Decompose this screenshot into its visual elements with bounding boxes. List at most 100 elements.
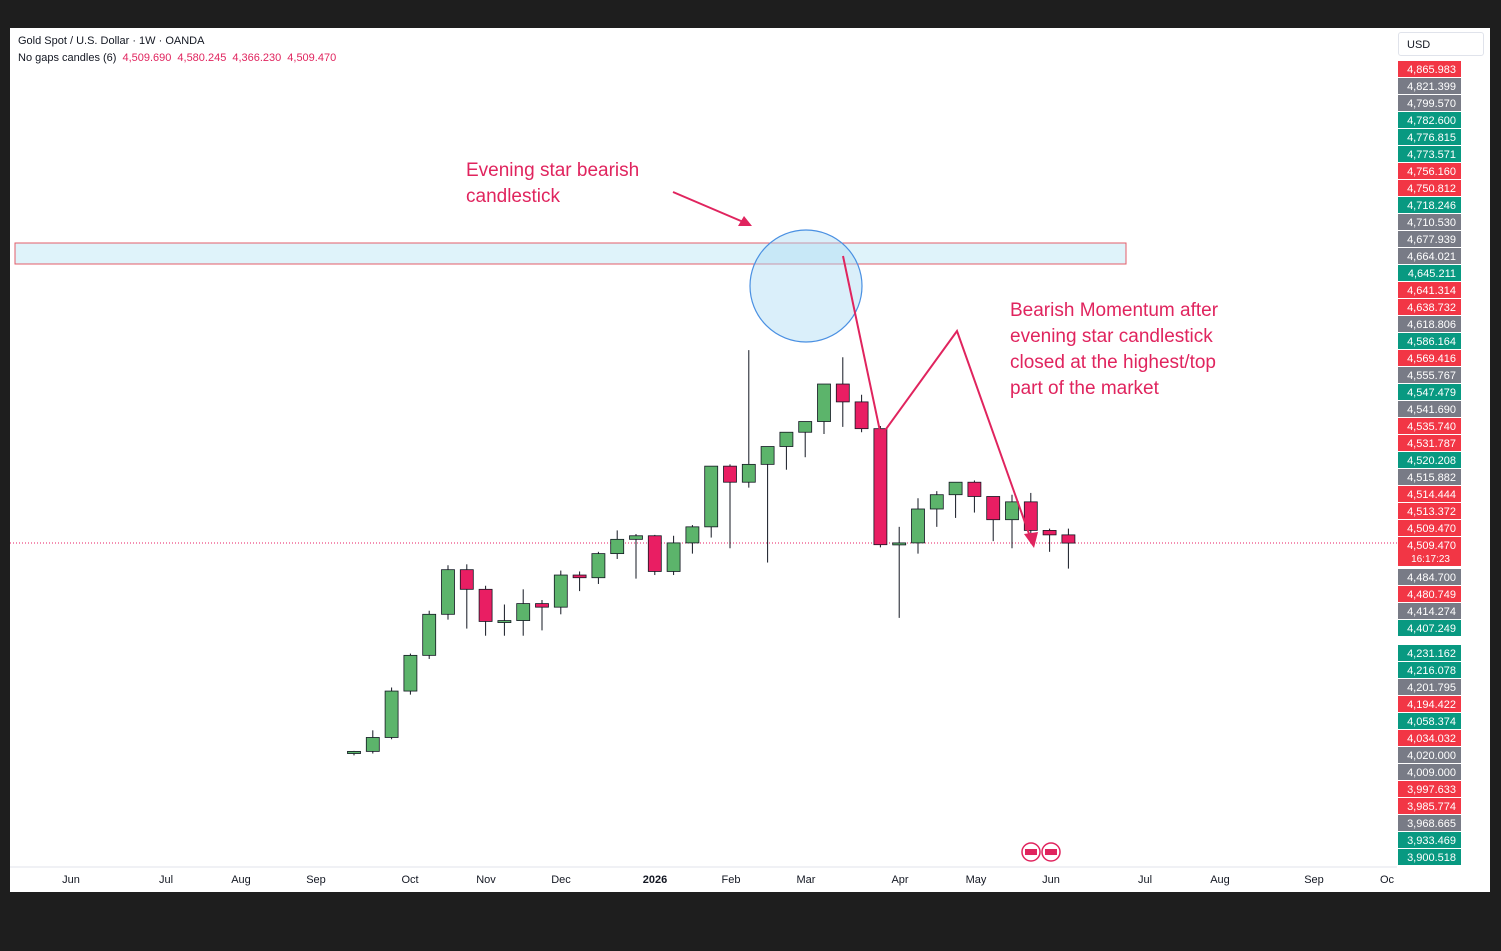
flag-icon bbox=[1025, 849, 1037, 855]
price-badge bbox=[1398, 248, 1461, 264]
price-badge-label: 4,586.164 bbox=[1407, 336, 1456, 348]
bearish-candle bbox=[1023, 501, 1038, 531]
bullish-candle bbox=[1005, 501, 1019, 521]
bullish-candle bbox=[441, 569, 455, 615]
pointer-arrow-head bbox=[738, 216, 752, 226]
price-badge-label: 4,718.246 bbox=[1407, 200, 1456, 212]
price-badge-label: 4,541.690 bbox=[1407, 404, 1456, 416]
bullish-candle bbox=[911, 508, 925, 544]
price-badge bbox=[1398, 713, 1461, 729]
price-badge-label: 4,638.732 bbox=[1407, 302, 1456, 314]
price-badge-label: 4,535.740 bbox=[1407, 421, 1456, 433]
price-badge bbox=[1398, 586, 1461, 602]
bullish-candle bbox=[629, 535, 643, 540]
price-badge-label: 4,407.249 bbox=[1407, 623, 1456, 635]
bearish-candle bbox=[854, 401, 869, 430]
bearish-candle bbox=[647, 535, 662, 572]
price-badge-label: 4,641.314 bbox=[1407, 285, 1456, 297]
time-axis-label: Jun bbox=[1042, 874, 1060, 886]
bearish-momentum-label: Bearish Momentum after bbox=[1010, 300, 1219, 321]
price-badge bbox=[1398, 112, 1461, 128]
currency-selector[interactable]: USD bbox=[1398, 32, 1484, 56]
bullish-candle bbox=[422, 613, 437, 656]
price-badge-label: 4,231.162 bbox=[1407, 648, 1456, 660]
resistance-zone bbox=[14, 242, 1127, 265]
price-badge-label: 4,618.806 bbox=[1407, 319, 1456, 331]
bullish-candle bbox=[817, 383, 831, 422]
price-badge-label: 4,020.000 bbox=[1407, 750, 1456, 762]
bullish-candle bbox=[365, 737, 380, 752]
price-badge-label: 4,509.470 bbox=[1407, 540, 1456, 552]
bearish-candle bbox=[873, 428, 888, 546]
price-badge-label: 4,782.600 bbox=[1407, 115, 1456, 127]
bullish-candle bbox=[516, 603, 531, 621]
time-axis-label: Oct bbox=[401, 874, 418, 886]
time-axis-label: Feb bbox=[722, 874, 741, 886]
time-axis-label: Mar bbox=[797, 874, 816, 886]
price-badge bbox=[1398, 603, 1461, 619]
price-badge bbox=[1398, 265, 1461, 281]
price-badge-label: 3,985.774 bbox=[1407, 801, 1456, 813]
price-badge-label: 4,216.078 bbox=[1407, 665, 1456, 677]
price-badge bbox=[1398, 214, 1461, 230]
bullish-candle bbox=[798, 421, 813, 433]
price-badge-label: 4,531.787 bbox=[1407, 438, 1456, 450]
bearish-candle bbox=[967, 481, 982, 497]
price-badge-label: 3,933.469 bbox=[1407, 835, 1456, 847]
time-axis-label: Apr bbox=[891, 874, 908, 886]
price-badge bbox=[1398, 333, 1461, 349]
price-badge-label: 4,194.422 bbox=[1407, 699, 1456, 711]
time-axis-label: Dec bbox=[551, 874, 571, 886]
price-badge bbox=[1398, 620, 1461, 636]
bullish-candle bbox=[666, 542, 681, 572]
price-badge-label: 4,773.571 bbox=[1407, 149, 1456, 161]
price-badge bbox=[1398, 696, 1461, 712]
price-badge-label: 4,776.815 bbox=[1407, 132, 1456, 144]
bearish-momentum-path bbox=[842, 255, 1034, 546]
indicator-low: 4,366.230 bbox=[232, 52, 282, 64]
price-badge bbox=[1398, 798, 1461, 814]
price-badge-label: 4,664.021 bbox=[1407, 251, 1456, 263]
bullish-candle bbox=[403, 654, 418, 692]
price-badge bbox=[1398, 849, 1461, 865]
price-badge bbox=[1398, 163, 1461, 179]
evening-star-label: Evening star bearish bbox=[466, 160, 639, 181]
price-badge-label: 4,414.274 bbox=[1407, 606, 1456, 618]
price-badge-label: 4,821.399 bbox=[1407, 81, 1456, 93]
bearish-candle bbox=[835, 383, 850, 403]
price-badge-label: 4,710.530 bbox=[1407, 217, 1456, 229]
time-axis-label: Sep bbox=[306, 874, 326, 886]
price-badge-label: 4,750.812 bbox=[1407, 183, 1456, 195]
price-badge-label: 4,514.444 bbox=[1407, 489, 1456, 501]
price-badge-label: 3,900.518 bbox=[1407, 852, 1456, 864]
price-badge-label: 4,677.939 bbox=[1407, 234, 1456, 246]
bearish-candle bbox=[459, 569, 474, 590]
time-axis-label: Aug bbox=[1210, 874, 1230, 886]
price-badge bbox=[1398, 418, 1461, 434]
price-badge-label: 4,480.749 bbox=[1407, 589, 1456, 601]
bullish-candle bbox=[384, 690, 399, 738]
bearish-candle bbox=[1042, 530, 1057, 536]
bullish-candle bbox=[704, 465, 719, 528]
bullish-candle bbox=[610, 538, 625, 555]
bar-countdown-label: 16:17:23 bbox=[1411, 554, 1450, 565]
price-badge-label: 4,509.470 bbox=[1407, 523, 1456, 535]
bullish-candle bbox=[948, 481, 963, 496]
price-badge bbox=[1398, 435, 1461, 451]
price-badge bbox=[1398, 146, 1461, 162]
price-badge-label: 4,520.208 bbox=[1407, 455, 1456, 467]
bottom-area bbox=[0, 892, 1501, 951]
price-badge bbox=[1398, 486, 1461, 502]
time-axis-label: May bbox=[966, 874, 987, 886]
evening-star-highlight bbox=[749, 229, 863, 343]
price-badge-label: 4,201.795 bbox=[1407, 682, 1456, 694]
price-badge bbox=[1398, 299, 1461, 315]
bearish-momentum-label: part of the market bbox=[1010, 378, 1160, 399]
price-badge-label: 3,968.665 bbox=[1407, 818, 1456, 830]
price-badge bbox=[1398, 197, 1461, 213]
time-axis-label: Aug bbox=[231, 874, 251, 886]
price-badge bbox=[1398, 350, 1461, 366]
pointer-arrow bbox=[672, 191, 749, 225]
price-badge bbox=[1398, 78, 1461, 94]
